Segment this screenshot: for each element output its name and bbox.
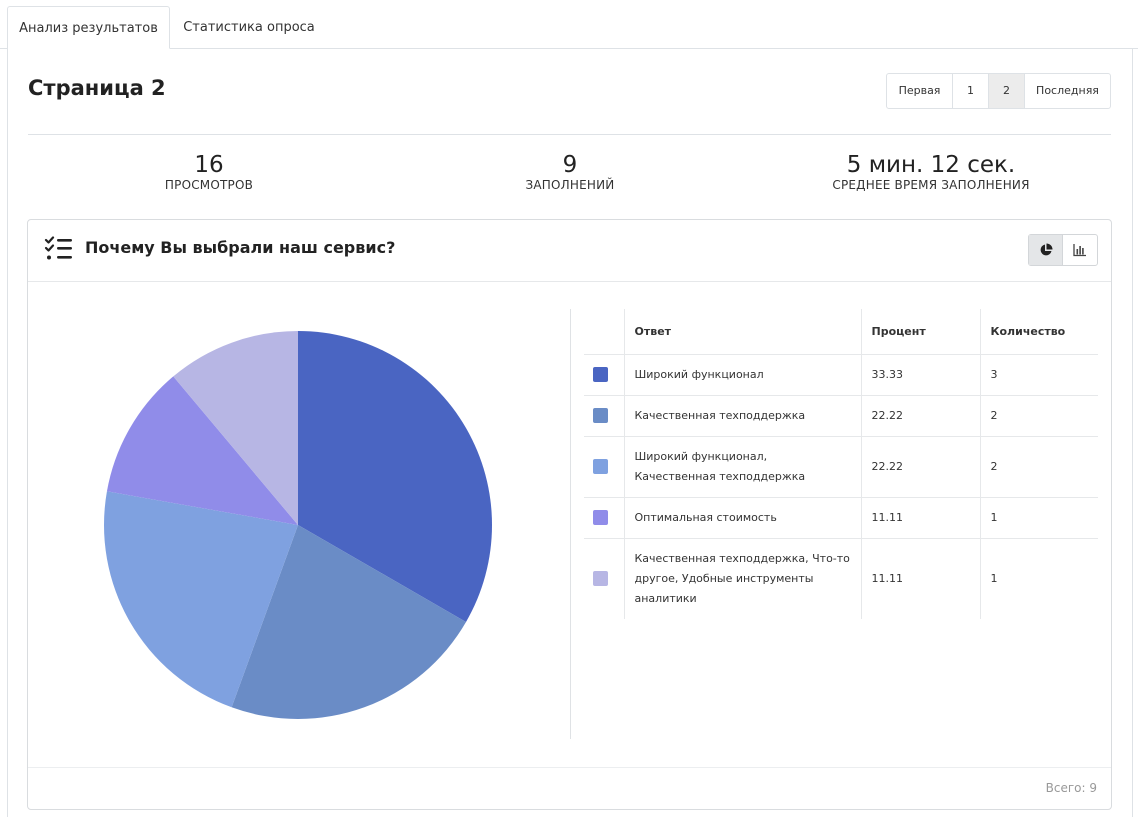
tab-survey-stats[interactable]: Статистика опроса [183, 20, 315, 35]
legend-swatch [593, 510, 608, 525]
pie-slice[interactable] [298, 331, 492, 622]
table-row: Качественная техподдержка, Что-то другое… [584, 537, 1098, 619]
color-cell [584, 394, 624, 436]
legend-swatch [593, 459, 608, 474]
tab-analysis[interactable]: Анализ результатов [7, 6, 170, 49]
stat-avg-time-label: СРЕДНЕЕ ВРЕМЯ ЗАПОЛНЕНИЯ [832, 178, 1030, 192]
count-cell: 2 [979, 394, 1098, 436]
pagination-page-2[interactable]: 2 [989, 74, 1025, 108]
pagination-last[interactable]: Последняя [1036, 84, 1099, 97]
answer-cell: Широкий функционал, Качественная техподд… [623, 435, 861, 497]
question-card-footer: Всего: 9 [28, 767, 1111, 810]
percent-cell: 22.22 [860, 394, 980, 436]
color-cell [584, 496, 624, 538]
total-count: Всего: 9 [1045, 781, 1097, 795]
stat-completions: 9 ЗАПОЛНЕНИЙ [420, 150, 720, 192]
bar-chart-icon [1073, 244, 1086, 257]
pie-chart-icon [1040, 243, 1052, 256]
percent-cell: 11.11 [860, 537, 980, 619]
answers-table-header: Ответ Процент Количество [584, 309, 1098, 355]
stat-avg-time-value: 5 мин. 12 сек. [846, 152, 1016, 178]
pagination-first[interactable]: Первая [887, 74, 953, 108]
legend-swatch [593, 367, 608, 382]
count-cell: 1 [979, 496, 1098, 538]
tab-panel [7, 48, 1133, 817]
color-cell [584, 435, 624, 497]
answer-cell: Широкий функционал [623, 353, 861, 395]
answers-table: Ответ Процент Количество Широкий функцио… [584, 309, 1098, 619]
count-cell: 2 [979, 435, 1098, 497]
tab-bar: Анализ результатов Статистика опроса [0, 0, 1138, 49]
checklist-icon [44, 236, 72, 260]
answer-cell: Оптимальная стоимость [623, 496, 861, 538]
stat-avg-time: 5 мин. 12 сек. СРЕДНЕЕ ВРЕМЯ ЗАПОЛНЕНИЯ [781, 150, 1081, 192]
pie-slice[interactable] [103, 491, 298, 708]
answers-pie-chart [103, 331, 492, 719]
page-title: Страница 2 [28, 76, 166, 100]
stat-views-label: ПРОСМОТРОВ [164, 178, 254, 192]
stat-completions-value: 9 [562, 152, 578, 178]
stat-completions-label: ЗАПОЛНЕНИЙ [525, 178, 615, 192]
percent-cell: 22.22 [860, 435, 980, 497]
stat-views: 16 ПРОСМОТРОВ [59, 150, 359, 192]
col-count: Количество [979, 309, 1098, 355]
legend-swatch [593, 571, 608, 586]
table-row: Широкий функционал 33.33 3 [584, 353, 1098, 395]
count-cell: 1 [979, 537, 1098, 619]
percent-cell: 33.33 [860, 353, 980, 395]
col-answer: Ответ [623, 309, 861, 355]
col-color [584, 309, 624, 355]
pie-slice[interactable] [231, 525, 467, 719]
stat-views-value: 16 [194, 152, 224, 178]
answer-cell: Качественная техподдержка [623, 394, 861, 436]
pie-slice[interactable] [173, 331, 298, 525]
color-cell [584, 353, 624, 395]
chart-view-toggle [1028, 234, 1098, 266]
pie-chart-view-button[interactable] [1029, 235, 1063, 265]
pagination: Первая 1 2 Последняя [886, 73, 1111, 109]
question-card-header: Почему Вы выбрали наш сервис? [28, 220, 1111, 282]
table-row: Широкий функционал, Качественная техподд… [584, 435, 1098, 497]
question-title: Почему Вы выбрали наш сервис? [85, 238, 396, 257]
table-row: Качественная техподдержка 22.22 2 [584, 394, 1098, 436]
divider [28, 134, 1111, 135]
col-percent: Процент [860, 309, 980, 355]
percent-cell: 11.11 [860, 496, 980, 538]
question-card: Почему Вы выбрали наш сервис? [27, 219, 1112, 810]
legend-swatch [593, 408, 608, 423]
answer-cell: Качественная техподдержка, Что-то другое… [623, 537, 861, 619]
count-cell: 3 [979, 353, 1098, 395]
color-cell [584, 537, 624, 619]
pie-slice[interactable] [106, 376, 298, 525]
bar-chart-view-button[interactable] [1063, 235, 1097, 265]
chart-table-separator [570, 309, 571, 739]
pagination-page-1[interactable]: 1 [953, 74, 989, 108]
table-row: Оптимальная стоимость 11.11 1 [584, 496, 1098, 538]
